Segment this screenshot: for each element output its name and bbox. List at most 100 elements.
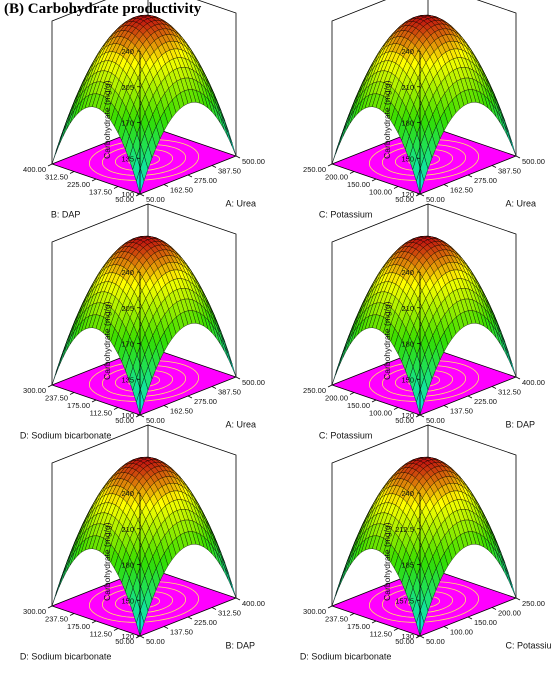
x-tick <box>163 184 169 187</box>
surface-cell <box>342 558 351 579</box>
x-tick-label: 225.00 <box>194 618 217 627</box>
x-tick-label: 387.50 <box>498 167 521 176</box>
x-tick-label: 275.00 <box>194 176 217 185</box>
x-tick-label: 400.00 <box>242 599 265 608</box>
x-tick-label: 500.00 <box>522 157 545 166</box>
surface-cell <box>224 124 233 147</box>
y-tick <box>135 193 141 197</box>
x-tick <box>139 635 145 639</box>
x-tick-label: 50.00 <box>426 416 445 425</box>
y-tick <box>47 384 53 388</box>
back-wall-right <box>427 424 517 598</box>
y-axis-label: B: DAP <box>51 210 81 220</box>
z-tick-label: 180 <box>401 119 414 128</box>
surface-cell <box>224 345 233 368</box>
x-tick <box>467 174 473 178</box>
y-tick <box>91 399 97 403</box>
y-tick-label: 175.00 <box>67 401 90 410</box>
x-tick <box>443 626 449 629</box>
x-tick-label: 250.00 <box>522 599 545 608</box>
x-axis-label: B: DAP <box>226 640 256 650</box>
z-tick-label: 100 <box>121 411 134 420</box>
z-tick-label: 180 <box>121 561 134 570</box>
x-axis-label: A: Urea <box>226 198 257 208</box>
surface-cell <box>504 566 513 589</box>
x-axis-label: C: Potassium <box>506 640 552 650</box>
x-tick <box>515 597 521 601</box>
z-axis-label: Carbohydrate (mg/g) <box>382 80 392 159</box>
z-tick-label: 135 <box>121 154 134 163</box>
y-tick <box>47 163 53 167</box>
y-tick <box>393 407 399 410</box>
y-tick <box>69 171 75 174</box>
x-axis-label: A: Urea <box>506 198 537 208</box>
x-tick-label: 50.00 <box>146 195 165 204</box>
x-tick-label: 387.50 <box>218 167 241 176</box>
surface-plot-dap-sodium-bicarbonate: 120 150 180 210 240 Carbohydrate (mg/g) 50.00 1… <box>0 424 270 680</box>
y-tick-label: 50.00 <box>115 637 134 646</box>
x-tick-label: 275.00 <box>194 397 217 406</box>
y-tick-label: 112.50 <box>370 630 392 639</box>
x-tick <box>139 193 145 197</box>
x-tick-label: 400.00 <box>522 378 545 387</box>
x-tick-label: 50.00 <box>146 637 165 646</box>
x-tick-label: 500.00 <box>242 378 265 387</box>
x-tick <box>491 386 497 389</box>
y-tick-label: 250.00 <box>303 386 326 395</box>
y-tick-label: 400.00 <box>23 165 46 174</box>
x-tick-label: 150.00 <box>474 618 497 627</box>
x-tick <box>419 193 425 197</box>
y-tick <box>91 178 97 182</box>
x-tick-label: 387.50 <box>218 388 241 397</box>
y-tick-label: 225.00 <box>67 180 90 189</box>
x-tick-label: 312.50 <box>498 388 521 397</box>
x-tick <box>235 597 241 601</box>
x-tick <box>419 635 425 639</box>
z-tick-label: 205 <box>121 304 134 313</box>
x-tick <box>187 174 193 178</box>
x-tick-label: 162.50 <box>170 186 193 195</box>
surface-plot-urea-dap: 100 135 170 205 240 Carbohydrate (mg/g) 50.00 1… <box>0 0 270 238</box>
y-tick-label: 150.00 <box>347 180 370 189</box>
back-wall-right <box>147 203 237 377</box>
y-tick-label: 100.00 <box>369 409 392 418</box>
x-tick <box>235 155 241 159</box>
y-tick-label: 50.00 <box>115 195 134 204</box>
z-axis-label: Carbohydrate (mg/g) <box>382 522 392 601</box>
y-tick-label: 50.00 <box>395 195 414 204</box>
x-tick <box>139 414 145 418</box>
y-tick <box>327 605 333 609</box>
x-tick-label: 200.00 <box>498 609 521 618</box>
y-tick-label: 150.00 <box>347 401 370 410</box>
z-tick-label: 120 <box>401 190 414 199</box>
z-tick-label: 210 <box>401 83 414 92</box>
y-tick-label: 50.00 <box>395 637 414 646</box>
y-tick <box>415 193 421 197</box>
surface-cell <box>342 116 351 137</box>
x-tick-label: 50.00 <box>426 195 445 204</box>
x-tick <box>467 395 473 399</box>
x-axis-label: B: DAP <box>506 419 536 429</box>
back-wall-right <box>147 424 237 598</box>
z-tick-label: 210 <box>121 525 134 534</box>
y-tick-label: 100.00 <box>369 188 392 197</box>
x-tick-label: 100.00 <box>450 628 473 637</box>
y-axis-label: D: Sodium bicarbonate <box>20 652 112 662</box>
back-wall-right <box>196 0 237 156</box>
surface-plot-dap-potassium: 120 150 180 210 240 Carbohydrate (mg/g) 50.00 1… <box>280 203 550 459</box>
y-tick-label: 112.50 <box>90 630 112 639</box>
response-surface <box>51 456 237 637</box>
y-tick <box>327 163 333 167</box>
response-surface <box>331 14 517 195</box>
z-tick-label: 240 <box>401 268 414 277</box>
surface-plot-svg: 130 157.5 185 212.5 240 Carbohydrate (mg/g) 50… <box>300 424 552 662</box>
surface-cell <box>342 337 351 358</box>
z-tick-label: 130 <box>401 632 414 641</box>
z-tick-label: 240 <box>121 268 134 277</box>
surface-plot-urea-sodium-bicarbonate: 100 135 170 205 240 Carbohydrate (mg/g) 50.00 1… <box>0 203 270 459</box>
y-tick <box>113 628 119 631</box>
